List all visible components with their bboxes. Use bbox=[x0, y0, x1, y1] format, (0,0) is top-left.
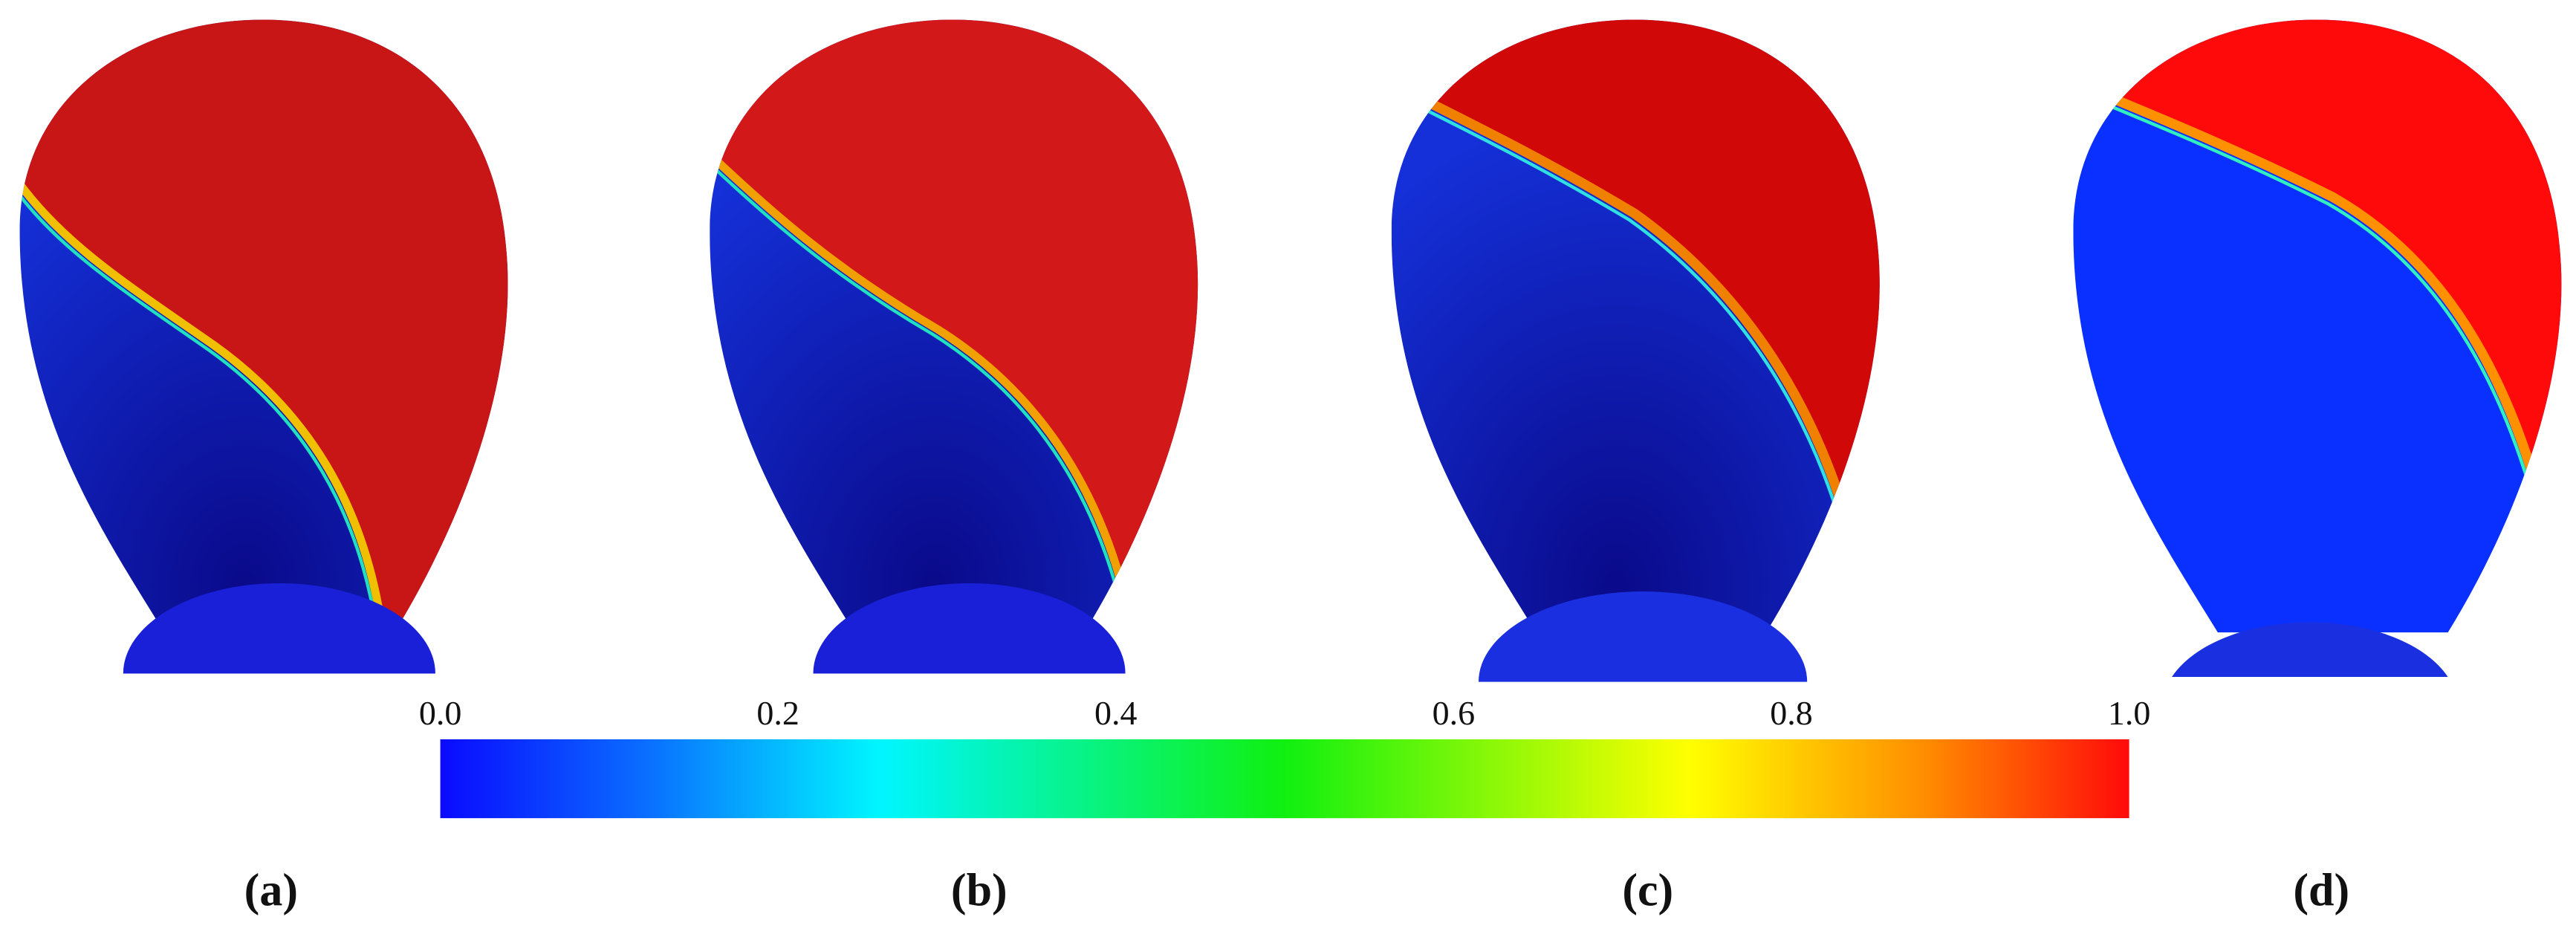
blade-d bbox=[2073, 19, 2562, 677]
colorbar-tick-label: 0.4 bbox=[1094, 694, 1138, 732]
panels bbox=[19, 19, 2562, 819]
panel-label: (b) bbox=[951, 865, 1008, 915]
colorbar-tick-label: 0.6 bbox=[1433, 694, 1476, 732]
panel-label: (d) bbox=[2293, 865, 2349, 915]
colorbar-tick-label: 0.0 bbox=[419, 694, 462, 732]
colorbar bbox=[440, 739, 2129, 819]
panel-label: (a) bbox=[244, 865, 298, 915]
blade-b bbox=[710, 19, 1198, 674]
colorbar-tick-label: 0.2 bbox=[756, 694, 799, 732]
colorbar-tick-label: 0.8 bbox=[1770, 694, 1813, 732]
colorbar-tick-label: 1.0 bbox=[2108, 694, 2151, 732]
blade-a bbox=[19, 19, 508, 674]
blade-c bbox=[1391, 19, 1880, 682]
panel-label: (c) bbox=[1622, 865, 1673, 915]
